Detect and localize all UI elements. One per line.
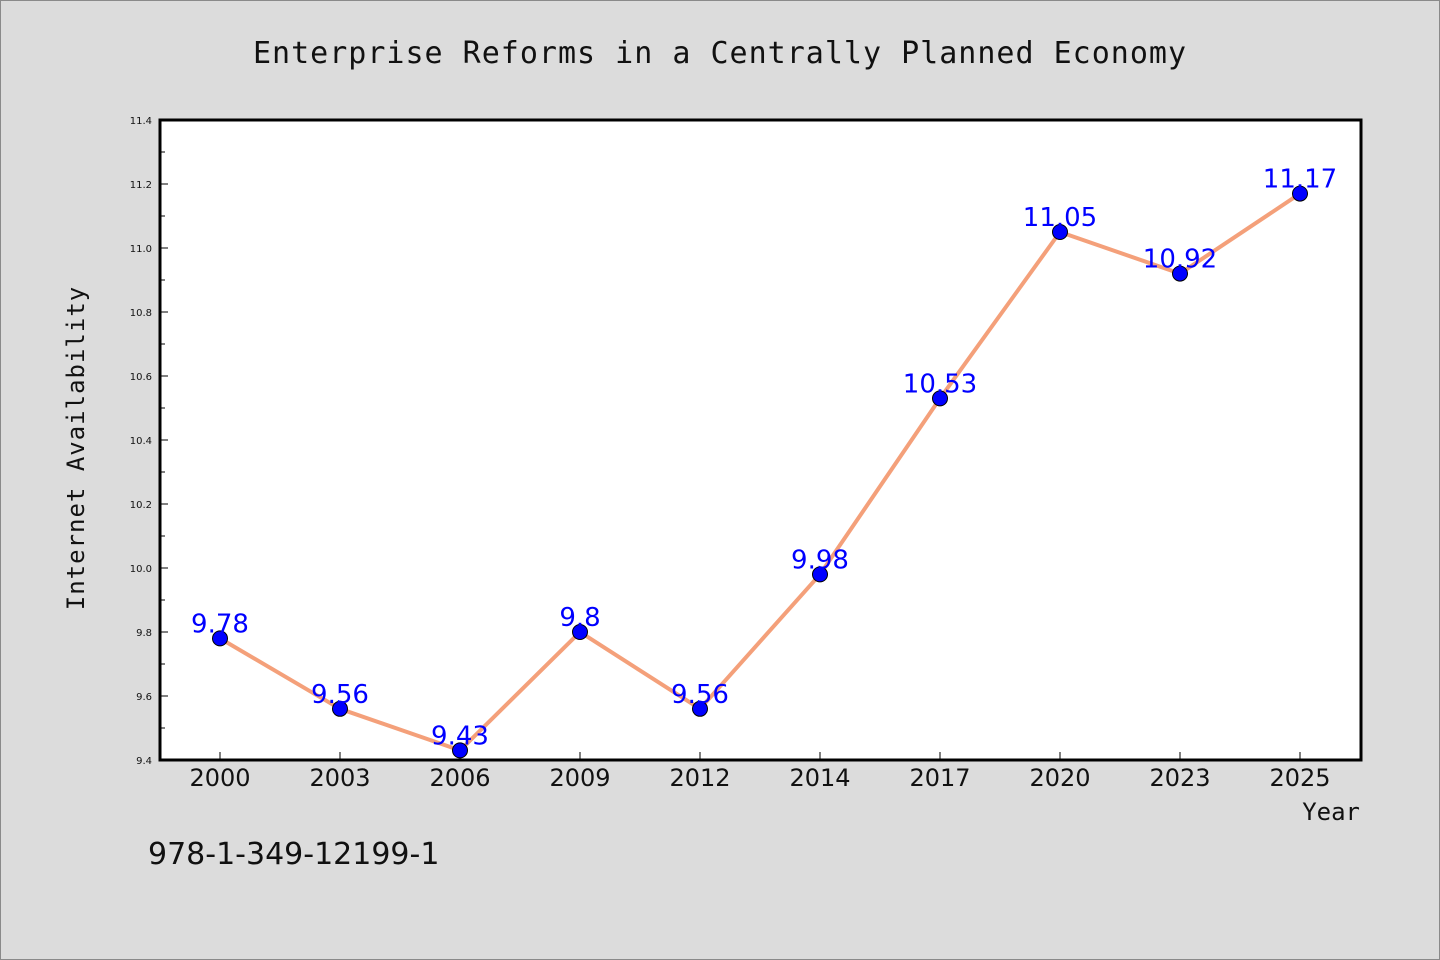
data-point-label: 9.78 [191, 609, 249, 639]
chart-title: Enterprise Reforms in a Centrally Planne… [253, 36, 1187, 71]
y-tick-label: 10.4 [130, 436, 152, 447]
data-point-marker [452, 742, 468, 759]
series-line-group: 9.78 9.56 9.43 9.8 9.56 9.98 10.53 11.05 10.92 11… [191, 165, 1337, 759]
data-point-marker [692, 700, 708, 717]
x-axis-label: Year [1302, 798, 1360, 826]
x-tick-label: 2003 [309, 764, 370, 792]
data-point-marker [212, 630, 228, 647]
data-point-label: 10.92 [1143, 245, 1217, 275]
series-line [218, 191, 1302, 753]
data-point-label: 9.56 [311, 680, 369, 710]
data-point-label: 10.53 [903, 369, 977, 399]
y-tick-label: 9.6 [136, 692, 152, 703]
y-tick-label: 11.2 [130, 180, 152, 191]
y-tick-label: 10.6 [130, 372, 152, 383]
y-axis-label: Internet Availability [62, 286, 90, 610]
x-tick-label: 2006 [429, 764, 490, 792]
x-tick-label: 2009 [549, 764, 610, 792]
data-point-marker [1172, 265, 1188, 282]
data-point-marker [572, 624, 588, 640]
y-tick-label: 9.8 [136, 628, 152, 639]
data-point-label: 9.43 [431, 721, 489, 751]
data-point-label: 9.56 [671, 680, 729, 710]
isbn-annotation: 978-1-349-12199-1 [148, 837, 439, 872]
y-axis-ticks: 9.4 9.6 9.8 10.0 10.2 10.4 10.6 10.8 11.0 11.2 11.… [130, 116, 168, 767]
x-tick-label: 2025 [1269, 764, 1330, 792]
data-point-marker [932, 390, 948, 407]
data-point-marker [332, 700, 348, 717]
x-axis-ticks: 2000 2003 2006 2009 2012 2014 2017 2020 2023 2025 [189, 752, 1331, 792]
y-tick-label: 11.0 [130, 244, 152, 255]
y-tick-label: 10.2 [130, 500, 152, 511]
data-point-marker [1052, 224, 1068, 240]
y-tick-label: 10.0 [130, 564, 152, 575]
data-point-label: 9.8 [559, 603, 600, 633]
data-point-label: 11.05 [1023, 203, 1097, 233]
y-tick-label: 11.4 [130, 116, 152, 127]
y-tick-label: 10.8 [130, 308, 152, 319]
y-tick-label: 9.4 [136, 756, 152, 767]
x-tick-label: 2023 [1149, 764, 1210, 792]
plot-area [158, 118, 1363, 762]
data-point-marker [812, 566, 828, 583]
x-tick-label: 2000 [189, 764, 250, 792]
x-tick-label: 2020 [1029, 764, 1090, 792]
data-point-marker [1292, 185, 1308, 202]
data-point-label: 9.98 [791, 545, 849, 575]
x-tick-label: 2012 [669, 764, 730, 792]
x-tick-label: 2014 [789, 764, 850, 792]
data-point-label: 11.17 [1263, 165, 1337, 195]
x-tick-label: 2017 [909, 764, 970, 792]
